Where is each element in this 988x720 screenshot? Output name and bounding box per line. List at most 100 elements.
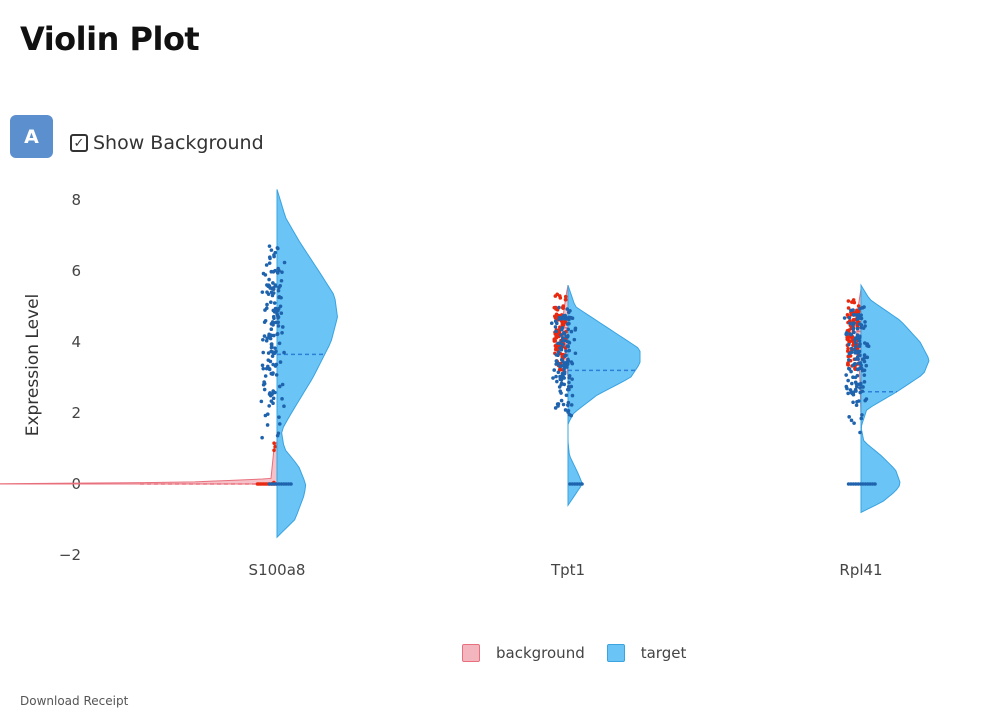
data-point bbox=[560, 336, 565, 340]
data-point bbox=[849, 418, 854, 423]
data-point bbox=[558, 296, 563, 300]
data-point bbox=[557, 317, 561, 321]
data-point bbox=[564, 349, 568, 353]
data-point bbox=[265, 336, 270, 341]
data-point bbox=[562, 331, 566, 335]
data-point bbox=[280, 330, 284, 335]
data-point-zero bbox=[568, 482, 572, 486]
data-point bbox=[554, 359, 559, 363]
data-point bbox=[852, 300, 857, 305]
data-point bbox=[569, 403, 574, 407]
data-point bbox=[855, 308, 859, 313]
y-tick-label: −2 bbox=[59, 546, 81, 564]
data-point bbox=[269, 327, 274, 332]
data-point bbox=[267, 333, 271, 338]
data-point bbox=[273, 346, 277, 350]
data-point bbox=[572, 337, 577, 342]
data-point bbox=[276, 306, 281, 311]
data-point bbox=[854, 349, 859, 354]
download-receipt-link[interactable]: Download Receipt bbox=[20, 694, 129, 708]
violin-body-background bbox=[0, 441, 278, 485]
data-point bbox=[568, 308, 572, 313]
data-point bbox=[267, 244, 272, 248]
data-point bbox=[554, 362, 558, 366]
data-point bbox=[565, 322, 570, 326]
data-point bbox=[846, 299, 851, 303]
data-point bbox=[567, 348, 572, 353]
data-point bbox=[275, 312, 279, 317]
data-point bbox=[554, 374, 558, 379]
data-point bbox=[562, 363, 567, 367]
data-point bbox=[564, 317, 569, 321]
data-point bbox=[566, 408, 571, 413]
violin-body-target bbox=[567, 285, 641, 507]
data-point bbox=[276, 324, 281, 328]
legend-item-background[interactable]: background bbox=[462, 644, 585, 662]
data-point bbox=[273, 444, 277, 449]
data-point bbox=[560, 322, 565, 327]
data-point bbox=[560, 326, 565, 330]
data-point bbox=[553, 406, 558, 410]
data-point-zero bbox=[255, 482, 260, 486]
data-point bbox=[559, 333, 563, 337]
data-point bbox=[853, 361, 857, 366]
data-point bbox=[281, 325, 285, 329]
data-point bbox=[854, 384, 859, 389]
data-point bbox=[565, 339, 569, 344]
data-point bbox=[566, 403, 570, 407]
data-point bbox=[267, 277, 271, 282]
data-point bbox=[557, 361, 561, 366]
data-point bbox=[559, 347, 564, 352]
data-point bbox=[570, 377, 574, 381]
data-point bbox=[851, 312, 856, 317]
y-tick-label: 8 bbox=[71, 191, 81, 209]
data-point bbox=[849, 369, 853, 374]
data-point bbox=[271, 269, 276, 274]
data-point bbox=[558, 389, 563, 393]
data-point bbox=[553, 325, 558, 329]
data-point bbox=[855, 400, 859, 404]
data-point bbox=[561, 402, 566, 407]
data-point bbox=[276, 315, 281, 319]
data-point bbox=[263, 273, 268, 277]
data-point bbox=[282, 350, 286, 355]
data-point bbox=[280, 270, 284, 274]
data-point bbox=[858, 366, 862, 371]
data-point bbox=[277, 341, 282, 346]
data-point bbox=[262, 334, 267, 338]
legend-label-target: target bbox=[640, 644, 687, 662]
data-point bbox=[278, 304, 283, 309]
data-point bbox=[272, 333, 276, 338]
data-point bbox=[566, 359, 571, 363]
data-point bbox=[849, 390, 854, 395]
violin-target-Tpt1 bbox=[549, 285, 641, 507]
data-point bbox=[853, 338, 857, 342]
data-point bbox=[276, 288, 281, 293]
data-point bbox=[858, 316, 862, 320]
data-point bbox=[273, 250, 278, 255]
data-point bbox=[855, 333, 860, 337]
data-point bbox=[847, 328, 851, 332]
data-point bbox=[277, 384, 282, 389]
data-point bbox=[845, 386, 849, 391]
data-point bbox=[567, 380, 571, 385]
checkbox-checked-icon[interactable]: ✓ bbox=[70, 134, 88, 152]
data-point bbox=[278, 360, 283, 364]
x-axis-ticks: S100a8 Tpt1 Rpl41 bbox=[249, 561, 883, 579]
panel-a-button[interactable]: A bbox=[10, 115, 53, 158]
data-point bbox=[280, 397, 284, 401]
data-point bbox=[846, 306, 851, 310]
data-point bbox=[573, 351, 578, 356]
data-point bbox=[561, 359, 565, 364]
data-point bbox=[852, 330, 856, 335]
show-background-toggle[interactable]: ✓ Show Background bbox=[70, 132, 264, 154]
data-point bbox=[556, 350, 561, 354]
legend-item-target[interactable]: target bbox=[606, 644, 687, 662]
data-point bbox=[855, 326, 860, 331]
data-point bbox=[280, 382, 285, 387]
data-point bbox=[567, 387, 571, 392]
violin-body-target bbox=[276, 189, 338, 539]
violin-target-Rpl41 bbox=[842, 283, 930, 514]
data-point bbox=[864, 363, 869, 368]
